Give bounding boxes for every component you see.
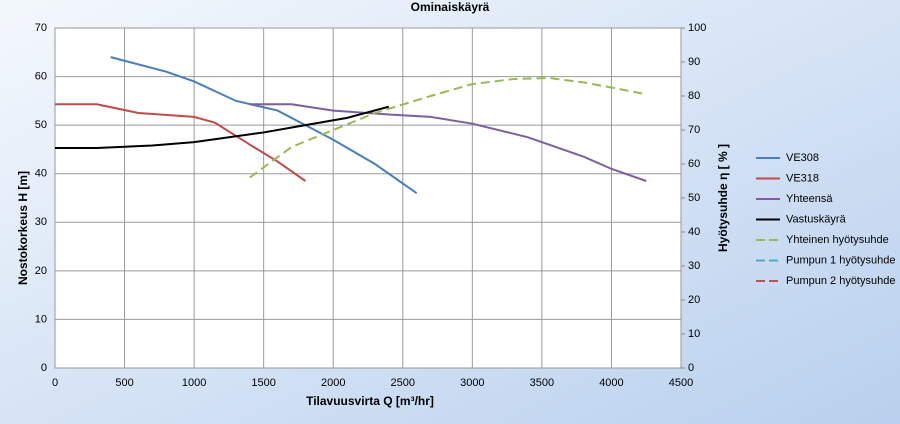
- x-tick-label: 1500: [251, 377, 275, 389]
- y-tick-label: 50: [35, 119, 47, 131]
- y-tick-label: 40: [35, 168, 47, 180]
- x-tick-label: 500: [115, 377, 133, 389]
- series-line: [55, 105, 390, 149]
- series-line: [110, 56, 418, 194]
- series-line: [249, 76, 647, 179]
- x-tick-label: 4000: [599, 377, 623, 389]
- y2-tick-label: 60: [688, 158, 700, 170]
- y-tick-label: 20: [35, 265, 47, 277]
- x-tick-label: 0: [52, 377, 58, 389]
- plot-area: [54, 27, 682, 369]
- x-tick-label: 2500: [391, 377, 415, 389]
- y2-tick-label: 100: [688, 22, 706, 34]
- x-axis-title: Tilavuusvirta Q [m³/hr]: [306, 394, 434, 408]
- y2-tick-label: 0: [688, 362, 694, 374]
- y-tick-label: 70: [35, 22, 47, 34]
- x-tick-label: 3000: [460, 377, 484, 389]
- series-line: [55, 103, 306, 182]
- legend-label: Pumpun 1 hyötysuhde: [786, 254, 895, 266]
- legend-label: Yhteinen hyötysuhde: [786, 234, 889, 246]
- legend-label: VE308: [786, 152, 819, 164]
- y-tick-label: 0: [41, 362, 47, 374]
- y2-tick-label: 50: [688, 192, 700, 204]
- y-tick-label: 30: [35, 216, 47, 228]
- legend-label: Yhteensä: [786, 193, 833, 205]
- chart-title: Ominaiskäyrä: [411, 0, 490, 14]
- y-axis-title: Nostokorkeus H [m]: [16, 171, 30, 285]
- y2-tick-label: 40: [688, 226, 700, 238]
- y2-tick-label: 20: [688, 294, 700, 306]
- x-tick-label: 4500: [669, 377, 693, 389]
- x-tick-label: 1000: [182, 377, 206, 389]
- y2-tick-label: 90: [688, 56, 700, 68]
- y2-tick-label: 70: [688, 124, 700, 136]
- legend-label: Pumpun 2 hyötysuhde: [786, 275, 895, 287]
- legend-label: Vastuskäyrä: [786, 213, 847, 225]
- x-tick-label: 3500: [530, 377, 554, 389]
- y-tick-label: 60: [35, 70, 47, 82]
- y2-axis-title: Hyötysuhde η [ % ]: [716, 144, 730, 252]
- legend-label: VE318: [786, 172, 819, 184]
- y2-tick-label: 10: [688, 328, 700, 340]
- y2-tick-label: 30: [688, 260, 700, 272]
- series-line: [249, 103, 647, 182]
- y-tick-label: 10: [35, 313, 47, 325]
- x-tick-label: 2000: [321, 377, 345, 389]
- y2-tick-label: 80: [688, 90, 700, 102]
